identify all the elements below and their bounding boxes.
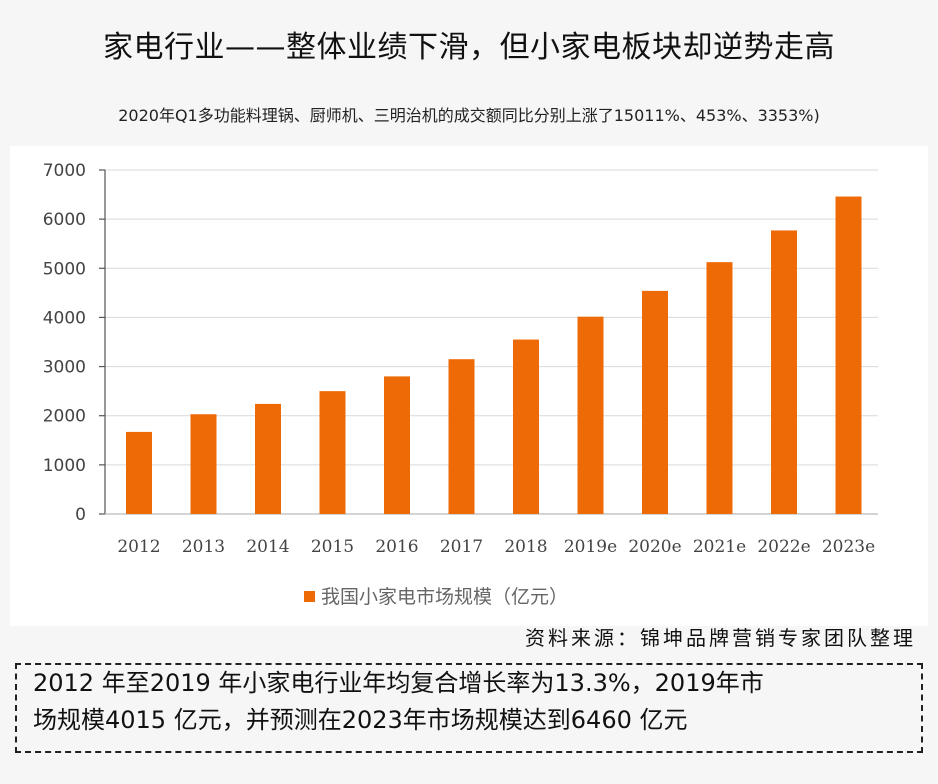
x-tick-label: 2023e: [822, 537, 875, 557]
summary-line-2: 场规模4015 亿元，并预测在2023年市场规模达到6460 亿元: [33, 706, 688, 734]
x-tick-label: 2015: [311, 537, 354, 557]
bar-2022e: [771, 230, 797, 514]
bar-2013: [190, 414, 217, 514]
summary-box: 2012 年至2019 年小家电行业年均复合增长率为13.3%，2019年市 场…: [15, 663, 923, 753]
x-tick-label: 2016: [375, 537, 418, 557]
x-tick-label: 2017: [440, 537, 483, 557]
bar-2017: [448, 359, 475, 514]
y-tick-label: 5000: [43, 259, 86, 279]
x-tick-label: 2018: [504, 537, 547, 557]
x-tick-label: 2013: [182, 537, 225, 557]
x-tick-label: 2014: [246, 537, 289, 557]
source-note: 资料来源：锦坤品牌营销专家团队整理: [525, 626, 916, 650]
bar-2012: [126, 431, 152, 514]
y-tick-label: 1000: [43, 456, 86, 476]
bar-2016: [384, 376, 410, 514]
x-tick-label: 2022e: [757, 537, 810, 557]
bar-2018: [513, 339, 539, 514]
bar-2014: [255, 403, 281, 514]
x-tick-label: 2019e: [564, 537, 617, 557]
legend-swatch: [304, 591, 315, 602]
y-tick-label: 2000: [43, 407, 86, 427]
bar-2021e: [706, 262, 733, 514]
legend-label: 我国小家电市场规模（亿元）: [321, 586, 568, 608]
bar-2020e: [642, 290, 668, 514]
chart-title: 家电行业——整体业绩下滑，但小家电板块却逆势走高: [103, 30, 835, 65]
bar-2023e: [835, 196, 862, 514]
bar-2015: [319, 391, 346, 514]
chart-subtitle: 2020年Q1多功能料理锅、厨师机、三明治机的成交额同比分别上涨了15011%、…: [118, 106, 820, 125]
x-tick-label: 2012: [117, 537, 160, 557]
y-tick-label: 0: [75, 505, 86, 525]
y-tick-label: 7000: [43, 161, 86, 181]
x-tick-label: 2020e: [628, 537, 681, 557]
bar-2019e: [577, 316, 604, 514]
y-tick-label: 4000: [43, 308, 86, 328]
summary-line-1: 2012 年至2019 年小家电行业年均复合增长率为13.3%，2019年市: [33, 669, 764, 697]
bar-chart: 0 1000 2000 3000 4000 5000 6000 7000 2012 2013 201…: [43, 161, 878, 608]
y-tick-label: 6000: [43, 210, 86, 230]
x-tick-label: 2021e: [693, 537, 746, 557]
y-tick-label: 3000: [43, 358, 86, 378]
